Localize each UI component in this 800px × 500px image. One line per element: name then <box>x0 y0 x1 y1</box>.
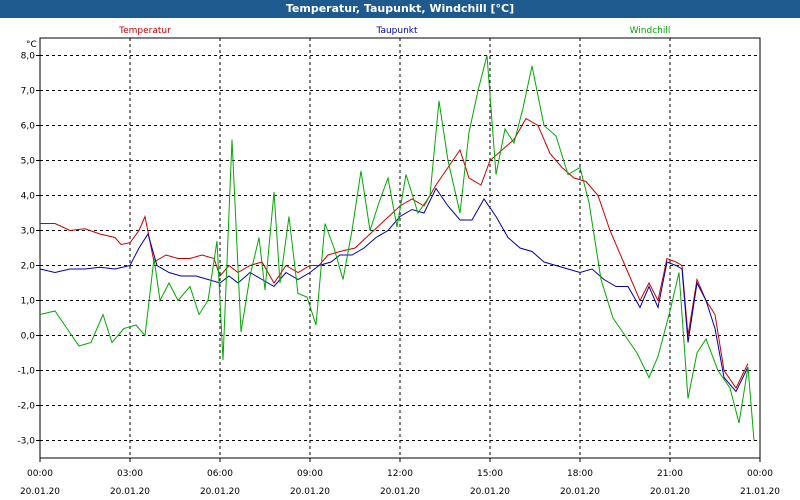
y-tick-label: -1,0 <box>17 367 35 377</box>
x-tick-label-date: 20.01.20 <box>200 487 240 497</box>
x-tick-label-date: 20.01.20 <box>20 487 60 497</box>
y-tick-label: -3,0 <box>17 437 35 447</box>
y-tick-label: 2,0 <box>21 262 36 272</box>
x-tick-label-time: 03:00 <box>117 469 143 479</box>
y-tick-label: 0,0 <box>21 332 36 342</box>
series-line-windchill <box>39 55 755 441</box>
series-line-temperatur <box>40 117 749 389</box>
x-tick-label-time: 21:00 <box>657 469 683 479</box>
x-tick-label-time: 15:00 <box>477 469 503 479</box>
x-tick-label-date: 20.01.20 <box>560 487 600 497</box>
x-tick-label-time: 12:00 <box>387 469 413 479</box>
legend-entry-temperatur: Temperatur <box>118 26 171 36</box>
y-tick-label: 8,0 <box>21 52 36 62</box>
x-tick-label-time: 00:00 <box>27 469 53 479</box>
y-tick-label: 3,0 <box>21 227 36 237</box>
x-tick-label-time: 18:00 <box>567 469 593 479</box>
x-tick-label-time: 00:00 <box>747 469 773 479</box>
y-axis-label: °C <box>26 40 37 50</box>
x-tick-label-time: 09:00 <box>297 469 323 479</box>
y-tick-label: 4,0 <box>21 192 36 202</box>
x-tick-label-date: 20.01.20 <box>290 487 330 497</box>
x-tick-label-date: 20.01.20 <box>380 487 420 497</box>
legend-entry-taupunkt: Taupunkt <box>375 26 418 36</box>
y-tick-label: 7,0 <box>21 87 36 97</box>
x-tick-label-date: 20.01.20 <box>650 487 690 497</box>
y-tick-label: 5,0 <box>21 157 36 167</box>
y-tick-label: -2,0 <box>17 402 35 412</box>
x-tick-label-date: 21.01.20 <box>740 487 780 497</box>
y-tick-label: 6,0 <box>21 122 36 132</box>
window-title: Temperatur, Taupunkt, Windchill [°C] <box>0 0 800 18</box>
series-line-taupunkt <box>39 187 749 393</box>
x-tick-label-date: 20.01.20 <box>470 487 510 497</box>
x-tick-label-time: 06:00 <box>207 469 233 479</box>
x-tick-label-date: 20.01.20 <box>110 487 150 497</box>
y-tick-label: 1,0 <box>21 297 36 307</box>
legend-entry-windchill: Windchill <box>630 26 671 36</box>
